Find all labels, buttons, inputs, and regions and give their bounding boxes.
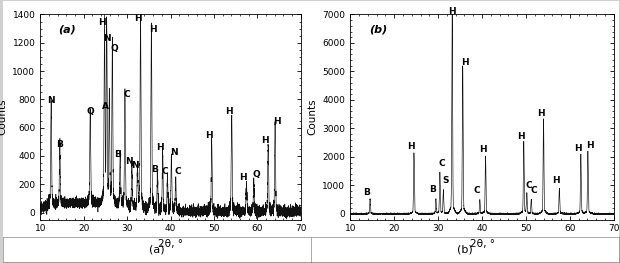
- Text: N: N: [125, 157, 133, 166]
- Text: H: H: [479, 145, 486, 154]
- X-axis label: 2θ, °: 2θ, °: [158, 239, 183, 249]
- Text: H: H: [448, 7, 456, 16]
- Text: H: H: [98, 18, 106, 27]
- Text: H: H: [461, 58, 469, 67]
- Text: H: H: [407, 142, 415, 151]
- Text: N: N: [131, 161, 138, 170]
- Text: H: H: [537, 109, 544, 118]
- Text: B: B: [363, 188, 370, 197]
- Text: H: H: [273, 117, 281, 126]
- Text: A: A: [102, 102, 109, 111]
- Text: (b): (b): [369, 25, 387, 35]
- Text: C: C: [474, 186, 480, 195]
- Text: H: H: [587, 141, 594, 150]
- Text: N: N: [170, 148, 177, 157]
- Text: S: S: [442, 176, 449, 185]
- Text: Q: Q: [252, 170, 260, 179]
- X-axis label: 2θ, °: 2θ, °: [469, 239, 495, 249]
- Text: (a): (a): [58, 25, 76, 35]
- Text: (b): (b): [457, 244, 472, 254]
- Text: B: B: [151, 165, 158, 174]
- Text: C: C: [439, 159, 445, 168]
- Y-axis label: Counts: Counts: [0, 99, 7, 135]
- Text: C: C: [161, 168, 168, 176]
- Text: H: H: [517, 132, 525, 141]
- Text: C: C: [530, 186, 537, 195]
- Text: H: H: [134, 14, 142, 23]
- Text: H: H: [225, 107, 232, 116]
- Text: C: C: [175, 167, 181, 176]
- Text: H: H: [261, 136, 269, 145]
- Text: H: H: [156, 143, 164, 152]
- Text: C: C: [124, 90, 130, 99]
- Text: N: N: [47, 96, 55, 105]
- Text: B: B: [56, 140, 63, 149]
- Text: B: B: [430, 185, 436, 194]
- Text: Q: Q: [110, 44, 118, 53]
- Text: H: H: [239, 173, 247, 182]
- Text: H: H: [574, 144, 582, 153]
- Text: H: H: [149, 25, 157, 34]
- Text: B: B: [113, 150, 120, 159]
- Y-axis label: Counts: Counts: [307, 99, 317, 135]
- Text: (a): (a): [149, 244, 165, 254]
- Text: Q: Q: [86, 107, 94, 116]
- Text: N: N: [103, 34, 110, 43]
- Text: C: C: [526, 181, 533, 190]
- Text: H: H: [552, 176, 560, 185]
- Text: H: H: [205, 132, 213, 140]
